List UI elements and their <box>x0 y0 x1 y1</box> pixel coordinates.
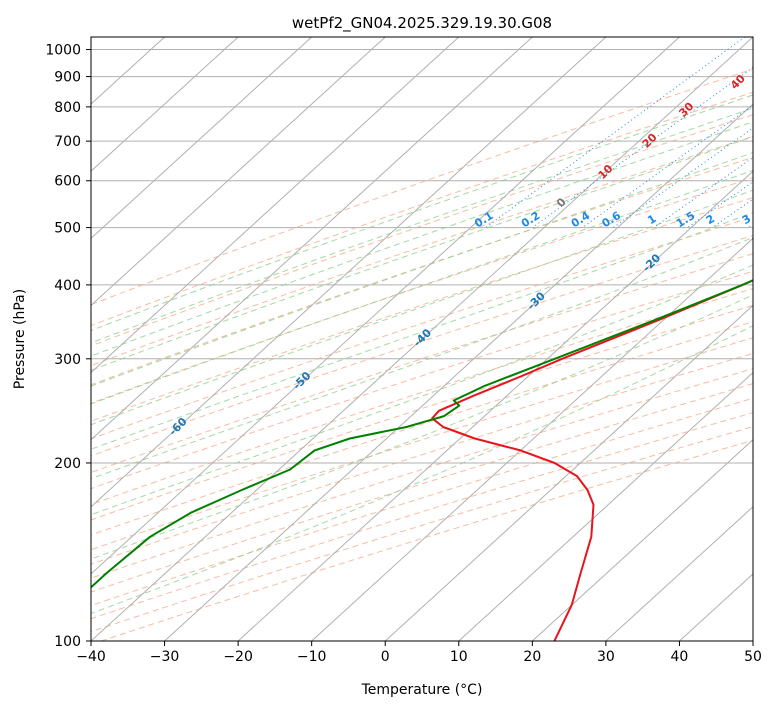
x-tick-label: 50 <box>744 649 762 665</box>
moist-adiabat-line <box>91 189 753 426</box>
y-tick-label: 200 <box>54 456 81 472</box>
isotherm-line <box>458 371 753 641</box>
x-tick-label: −10 <box>297 649 327 665</box>
isotherms <box>91 37 753 641</box>
chart-title: wetPf2_GN04.2025.329.19.30.G08 <box>292 14 552 33</box>
plot-frame <box>90 36 754 642</box>
y-axis-ticks: 100 200 300 400 500 600 700 800 900 1000 <box>45 43 91 650</box>
y-tick-label: 900 <box>54 70 81 86</box>
isotherm-line <box>164 103 753 641</box>
y-tick-label: 500 <box>54 221 81 237</box>
isotherm-line <box>91 37 753 641</box>
moist-adiabat-line <box>91 136 753 371</box>
dry-adiabat-line <box>91 321 753 536</box>
moist-adiabat-line <box>91 294 753 560</box>
dry-adiabats <box>91 68 753 641</box>
moist-adiabat-line <box>91 211 753 450</box>
plot-area: -100-90-80-70-60-50-40-30-20-10 0.10.20.… <box>91 37 770 641</box>
isotherm-line <box>91 37 460 374</box>
sounding-series <box>91 279 753 641</box>
dry-adiabat-line <box>91 177 753 404</box>
dry-adiabat-line <box>91 114 753 347</box>
isotherm-line <box>91 37 313 240</box>
x-tick-label: 40 <box>671 649 689 665</box>
isotherm-line <box>91 37 533 441</box>
x-tick-label: −20 <box>223 649 253 665</box>
x-tick-label: −30 <box>150 649 180 665</box>
y-tick-label: 1000 <box>45 43 81 59</box>
isotherm-line <box>605 506 753 641</box>
isotherm-label: -10 <box>747 221 770 244</box>
dry-adiabat-line <box>91 368 753 579</box>
y-tick-label: 300 <box>54 352 81 368</box>
y-tick-label: 700 <box>54 134 81 150</box>
x-tick-label: 20 <box>523 649 541 665</box>
dry-adiabat-line <box>91 68 753 306</box>
isotherm-line <box>237 170 753 641</box>
isotherm-line <box>91 37 386 307</box>
isotherm-line <box>91 37 680 575</box>
x-axis-ticks: −40 −30 −20 −10 0 10 20 30 40 50 <box>76 641 762 665</box>
isotherm-line <box>91 37 607 508</box>
temperature-profile-line <box>431 279 753 641</box>
dry-adiabat-line <box>91 216 753 440</box>
moist-adiabat-line <box>91 121 753 357</box>
x-tick-label: 10 <box>450 649 468 665</box>
isotherm-line <box>311 237 753 641</box>
y-axis-label: Pressure (hPa) <box>12 289 28 389</box>
isotherm-line <box>384 304 753 641</box>
x-tick-label: 0 <box>381 649 390 665</box>
isotherm-line <box>531 438 753 641</box>
pressure-gridlines <box>91 49 753 641</box>
moist-adiabat-line <box>91 152 753 387</box>
x-tick-label: −40 <box>76 649 106 665</box>
dry-adiabat-line <box>91 270 753 490</box>
dry-adiabat-line <box>91 234 753 457</box>
dry-adiabat-line <box>91 288 753 505</box>
y-tick-label: 400 <box>54 278 81 294</box>
y-tick-label: 600 <box>54 174 81 190</box>
mixing-ratio-lines <box>485 37 753 229</box>
dry-adiabat-line <box>91 91 753 327</box>
mixing-ratio-line <box>485 37 746 229</box>
dry-adiabat-line <box>91 352 753 565</box>
moist-adiabat-line <box>91 325 753 615</box>
x-axis-label: Temperature (°C) <box>361 682 483 698</box>
dewpoint-profile-line <box>91 279 753 589</box>
moist-adiabat-line <box>91 169 753 405</box>
moist-adiabats <box>91 94 753 615</box>
x-tick-label: 30 <box>597 649 615 665</box>
y-tick-label: 100 <box>54 634 81 650</box>
mixing-ratio-line <box>653 157 753 229</box>
isotherm-line <box>91 37 239 172</box>
y-tick-label: 800 <box>54 100 81 116</box>
